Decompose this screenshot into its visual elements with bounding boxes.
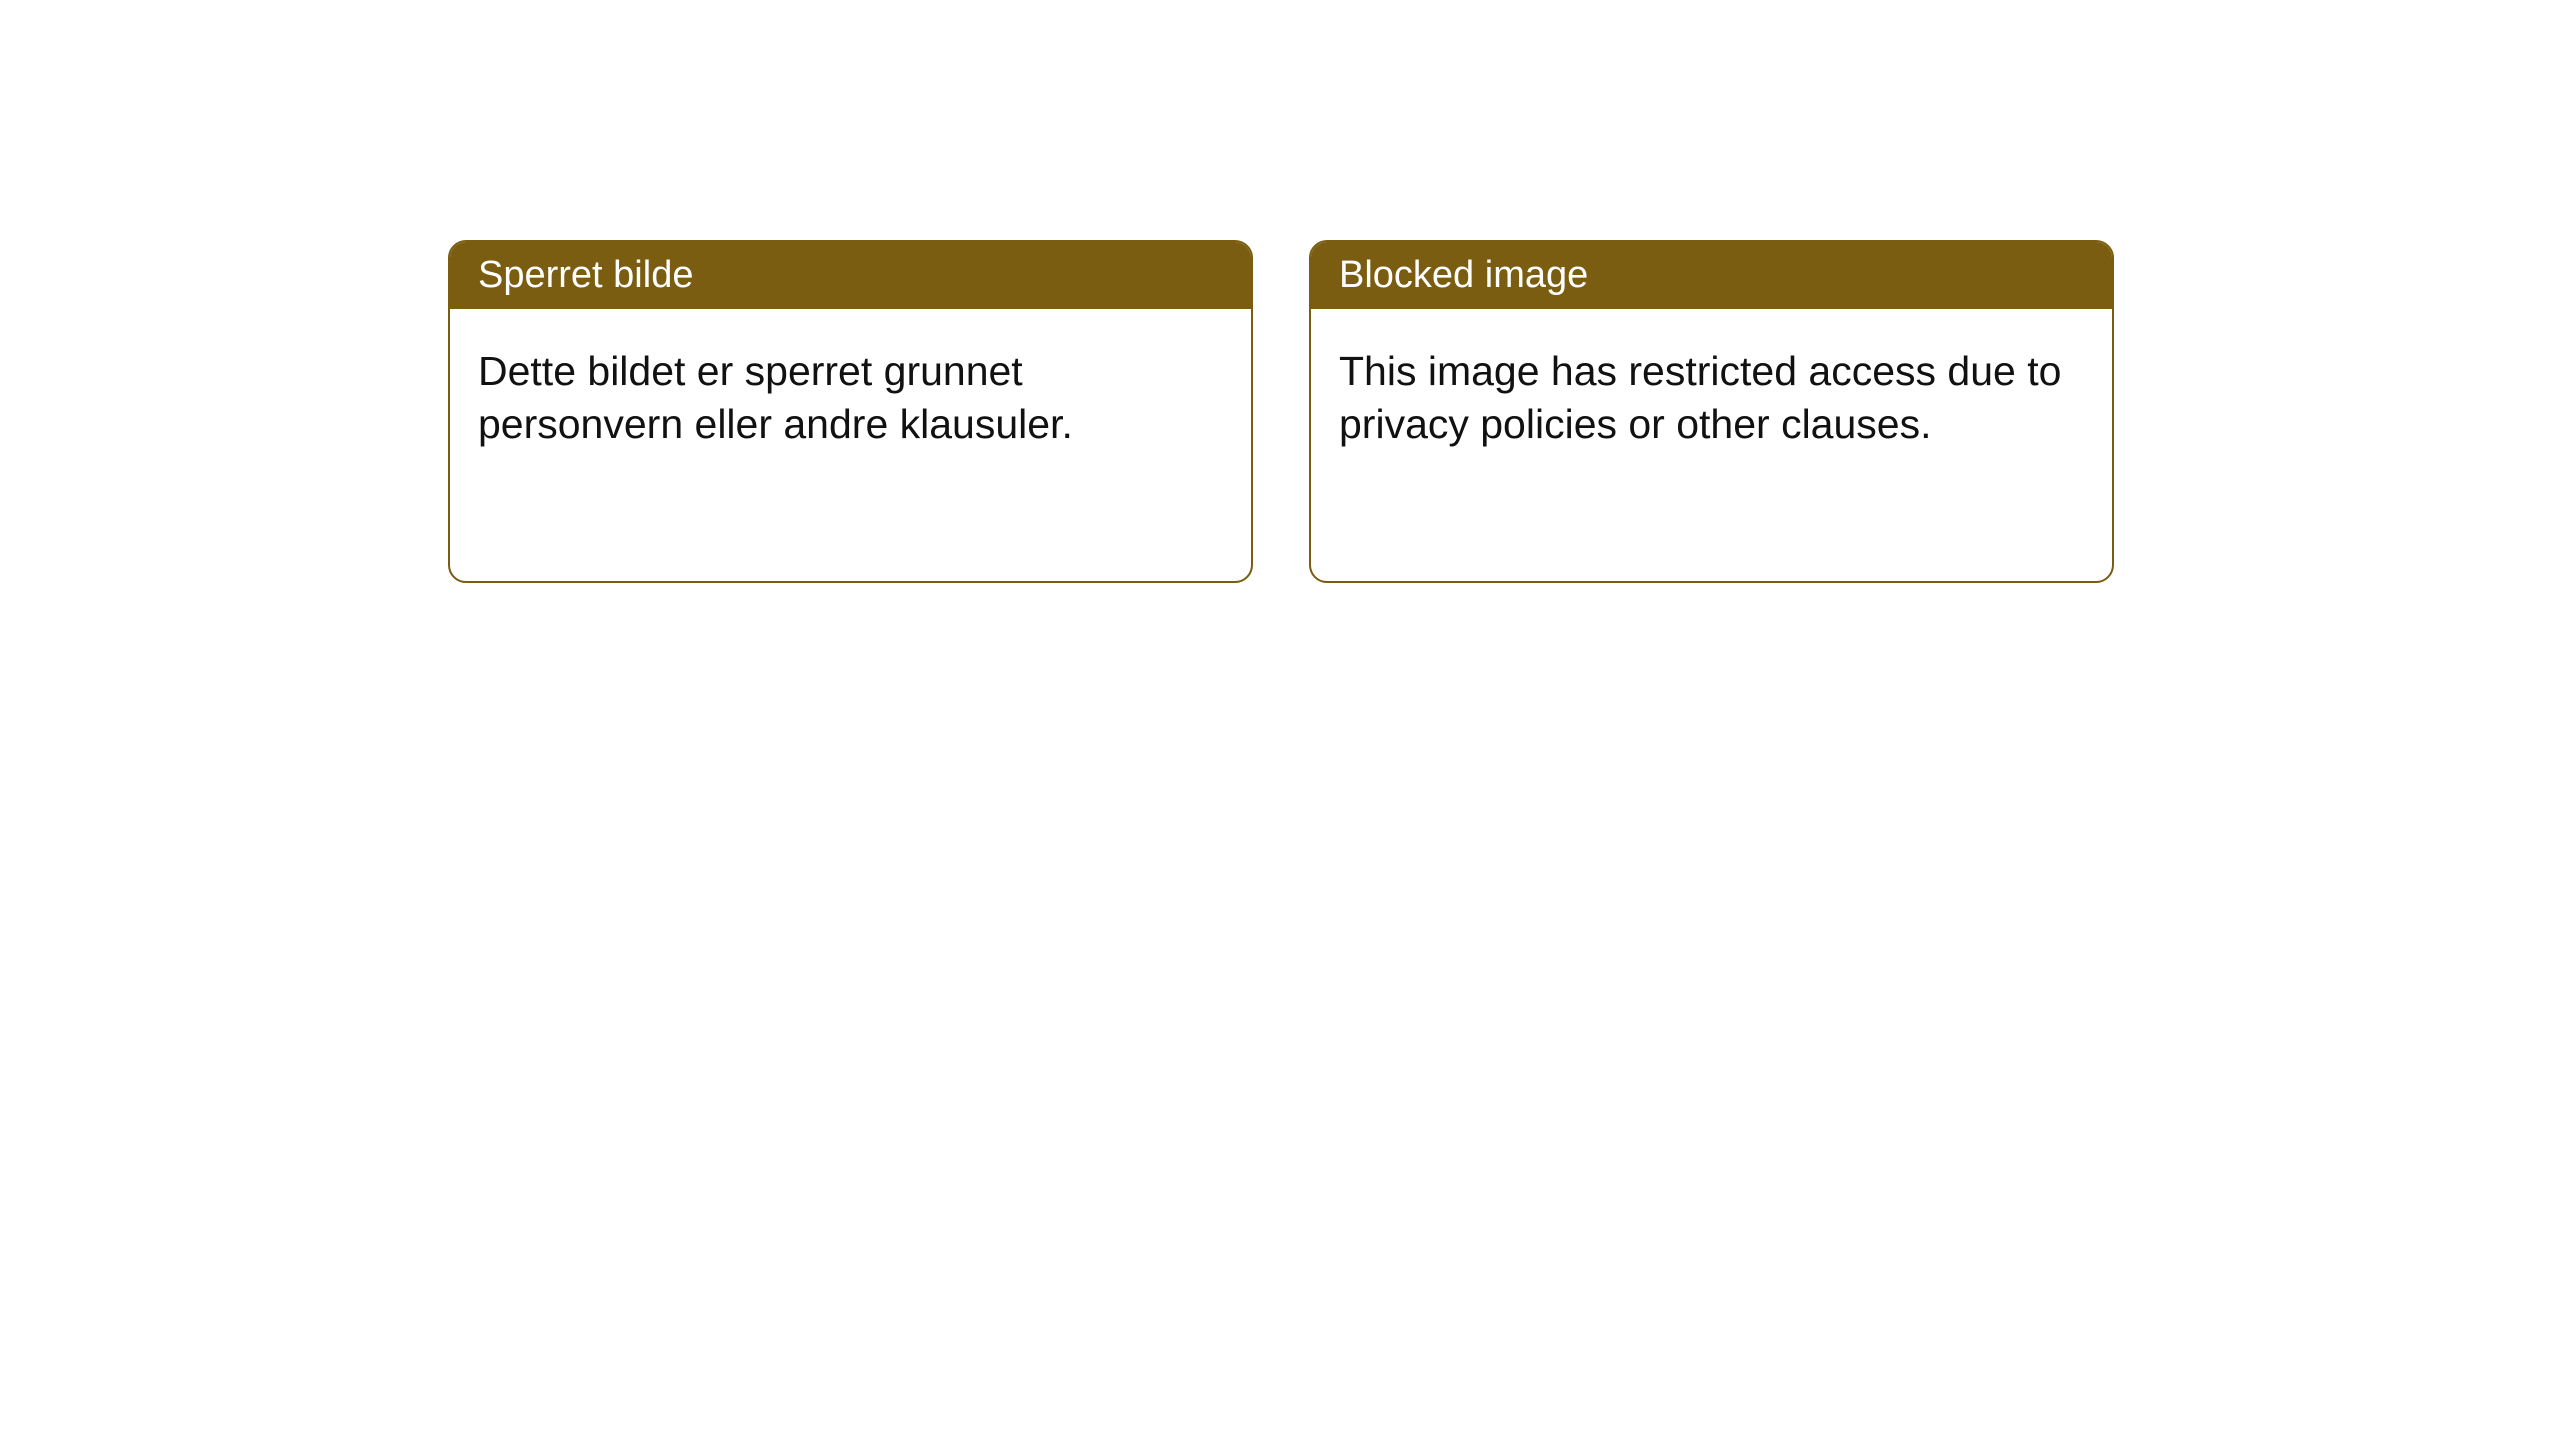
notice-card-norwegian: Sperret bilde Dette bildet er sperret gr…	[448, 240, 1253, 583]
card-body-text: This image has restricted access due to …	[1339, 348, 2061, 447]
notice-cards-container: Sperret bilde Dette bildet er sperret gr…	[448, 240, 2114, 583]
card-title: Sperret bilde	[478, 254, 693, 296]
card-title: Blocked image	[1339, 254, 1588, 296]
card-body-text: Dette bildet er sperret grunnet personve…	[478, 348, 1073, 447]
notice-card-english: Blocked image This image has restricted …	[1309, 240, 2114, 583]
card-header: Sperret bilde	[450, 242, 1251, 309]
card-body: Dette bildet er sperret grunnet personve…	[450, 309, 1251, 581]
card-body: This image has restricted access due to …	[1311, 309, 2112, 581]
card-header: Blocked image	[1311, 242, 2112, 309]
